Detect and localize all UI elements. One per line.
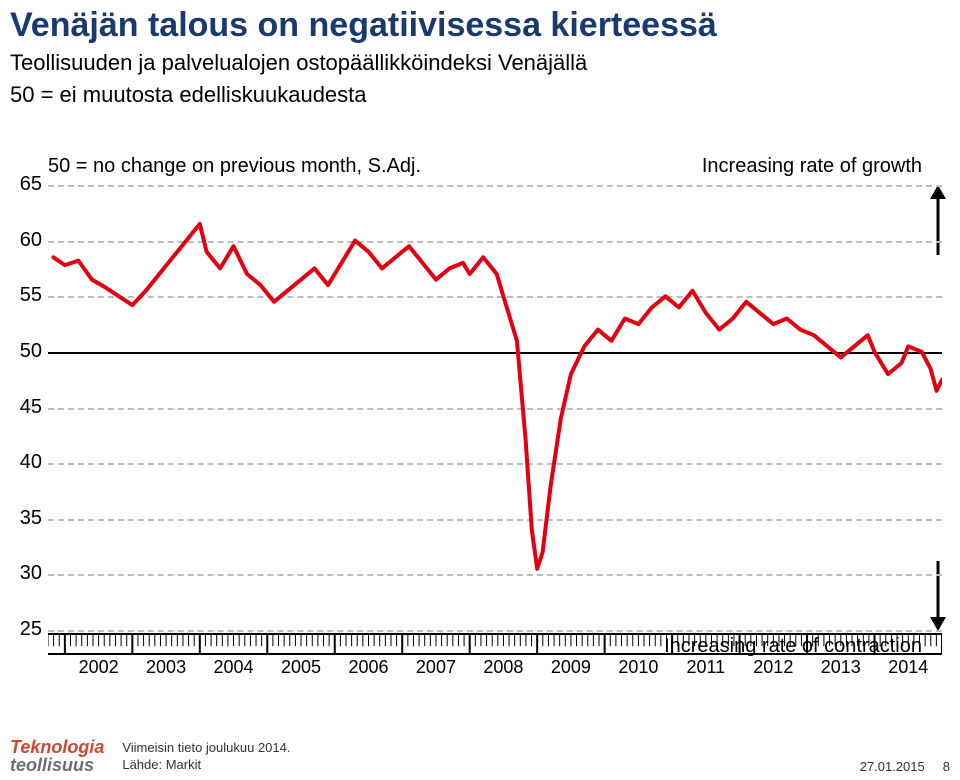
y-tick-label: 35 <box>12 507 42 530</box>
source-text: Viimeisin tieto joulukuu 2014. Lähde: Ma… <box>122 740 290 774</box>
source-line-2: Lähde: Markit <box>122 757 290 774</box>
x-tick-label: 2010 <box>608 657 668 678</box>
x-tick-label: 2008 <box>473 657 533 678</box>
page-number: 8 <box>943 759 950 774</box>
y-tick-label: 65 <box>12 173 42 196</box>
page-title: Venäjän talous on negatiivisessa kiertee… <box>0 0 960 45</box>
x-tick-label: 2005 <box>271 657 331 678</box>
logo-line-2: teollisuus <box>10 756 104 774</box>
chart-line <box>48 155 942 635</box>
y-tick-label: 55 <box>12 284 42 307</box>
x-tick-label: 2002 <box>69 657 129 678</box>
logo-line-1: Teknologia <box>10 738 104 756</box>
x-tick-label: 2011 <box>676 657 736 678</box>
x-tick-band <box>48 633 942 655</box>
x-tick-label: 2003 <box>136 657 196 678</box>
x-tick-label: 2006 <box>338 657 398 678</box>
y-tick-label: 60 <box>12 229 42 252</box>
x-tick-label: 2009 <box>541 657 601 678</box>
x-tick-label: 2004 <box>204 657 264 678</box>
source-line-1: Viimeisin tieto joulukuu 2014. <box>122 740 290 757</box>
x-tick-label: 2012 <box>743 657 803 678</box>
x-tick-label: 2014 <box>878 657 938 678</box>
y-tick-label: 40 <box>12 451 42 474</box>
x-tick-label: 2007 <box>406 657 466 678</box>
slide: Venäjän talous on negatiivisessa kiertee… <box>0 0 960 780</box>
y-tick-label: 25 <box>12 618 42 641</box>
logo: Teknologia teollisuus <box>10 738 104 774</box>
y-tick-label: 30 <box>12 562 42 585</box>
x-tick-label: 2013 <box>811 657 871 678</box>
subtitle-line-1: Teollisuuden ja palvelualojen ostopäälli… <box>0 45 960 77</box>
pmi-chart: 50 = no change on previous month, S.Adj.… <box>10 155 950 715</box>
footer-date: 27.01.2015 <box>860 759 925 774</box>
subtitle-line-2: 50 = ei muutosta edelliskuukaudesta <box>0 77 960 109</box>
y-tick-label: 50 <box>12 340 42 363</box>
y-tick-label: 45 <box>12 396 42 419</box>
footer: Teknologia teollisuus Viimeisin tieto jo… <box>10 738 950 774</box>
